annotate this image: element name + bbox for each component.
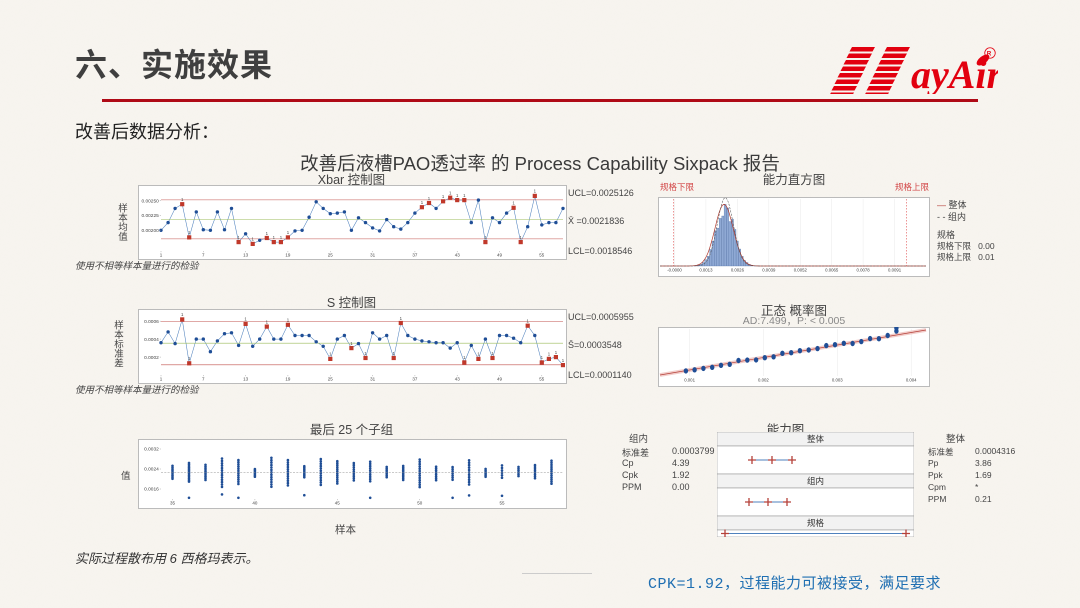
svg-text:R: R xyxy=(987,51,992,58)
svg-text:0.003: 0.003 xyxy=(832,378,843,383)
svg-text:43: 43 xyxy=(455,377,461,382)
svg-text:0.0002: 0.0002 xyxy=(144,355,159,361)
svg-text:19: 19 xyxy=(285,253,291,258)
svg-text:0.004: 0.004 xyxy=(906,378,917,383)
svg-text:1: 1 xyxy=(555,350,558,355)
svg-text:0.0026: 0.0026 xyxy=(731,268,745,273)
svg-text:49: 49 xyxy=(497,253,503,258)
svg-text:0.00250: 0.00250 xyxy=(141,198,159,204)
svg-text:1: 1 xyxy=(512,201,515,206)
svg-text:0.0032: 0.0032 xyxy=(144,447,159,453)
svg-text:0.0078: 0.0078 xyxy=(857,268,871,273)
svg-text:0.0065: 0.0065 xyxy=(825,268,839,273)
svg-text:0.0016: 0.0016 xyxy=(144,487,159,493)
svg-text:整体: 整体 xyxy=(807,434,825,444)
svg-text:1: 1 xyxy=(160,253,163,258)
svg-text:0.0004: 0.0004 xyxy=(144,337,159,343)
svg-text:31: 31 xyxy=(370,377,376,382)
svg-text:55: 55 xyxy=(499,501,505,506)
svg-text:49: 49 xyxy=(497,377,503,382)
svg-text:1: 1 xyxy=(541,355,544,360)
svg-text:0.002: 0.002 xyxy=(758,378,769,383)
svg-text:45: 45 xyxy=(335,501,341,506)
svg-text:13: 13 xyxy=(243,253,249,258)
svg-text:0.0024: 0.0024 xyxy=(144,467,159,473)
svg-text:1: 1 xyxy=(456,193,459,198)
svg-text:50: 50 xyxy=(417,501,423,506)
svg-text:7: 7 xyxy=(202,253,205,258)
svg-text:0.0006: 0.0006 xyxy=(144,319,159,325)
svg-text:31: 31 xyxy=(370,253,376,258)
svg-text:55: 55 xyxy=(539,253,545,258)
svg-text:1: 1 xyxy=(548,352,551,357)
svg-text:37: 37 xyxy=(412,377,418,382)
svg-text:1: 1 xyxy=(400,316,403,321)
svg-text:19: 19 xyxy=(285,377,291,382)
svg-text:1: 1 xyxy=(181,312,184,317)
svg-text:规格: 规格 xyxy=(807,518,825,528)
svg-text:1: 1 xyxy=(181,197,184,202)
svg-text:1: 1 xyxy=(421,200,424,205)
svg-text:1: 1 xyxy=(477,352,480,357)
svg-text:0.00200: 0.00200 xyxy=(141,228,159,234)
svg-text:1: 1 xyxy=(329,352,332,357)
svg-text:组内: 组内 xyxy=(807,476,824,486)
svg-text:1: 1 xyxy=(527,319,530,324)
svg-text:1: 1 xyxy=(160,377,163,382)
svg-text:1: 1 xyxy=(463,193,466,198)
svg-text:0.0091: 0.0091 xyxy=(888,268,902,273)
svg-text:1: 1 xyxy=(534,189,537,194)
svg-text:1: 1 xyxy=(252,237,255,242)
svg-text:1: 1 xyxy=(266,319,269,324)
svg-text:0.0039: 0.0039 xyxy=(762,268,776,273)
svg-text:25: 25 xyxy=(328,377,334,382)
svg-text:35: 35 xyxy=(170,501,176,506)
svg-text:7: 7 xyxy=(202,377,205,382)
svg-text:1: 1 xyxy=(287,230,290,235)
svg-text:-0.0000: -0.0000 xyxy=(667,268,682,273)
svg-text:40: 40 xyxy=(252,501,258,506)
svg-text:0.001: 0.001 xyxy=(684,378,695,383)
svg-text:1: 1 xyxy=(244,317,247,322)
svg-text:43: 43 xyxy=(455,253,461,258)
svg-text:0.00225: 0.00225 xyxy=(141,213,159,219)
svg-text:0.0052: 0.0052 xyxy=(794,268,808,273)
svg-text:25: 25 xyxy=(328,253,334,258)
svg-text:1: 1 xyxy=(266,231,269,236)
svg-text:1: 1 xyxy=(562,358,565,363)
svg-text:1: 1 xyxy=(442,194,445,199)
svg-text:1: 1 xyxy=(449,191,452,196)
svg-text:37: 37 xyxy=(412,253,418,258)
svg-text:55: 55 xyxy=(539,377,545,382)
svg-text:13: 13 xyxy=(243,377,249,382)
svg-text:0.0013: 0.0013 xyxy=(699,268,713,273)
